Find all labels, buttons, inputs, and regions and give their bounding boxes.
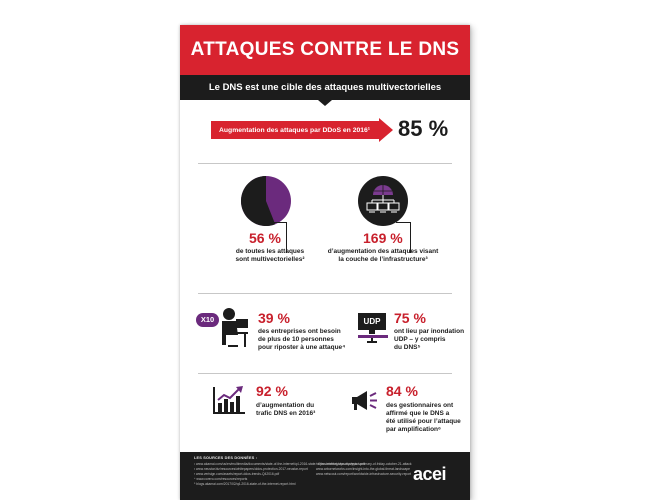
section-divider	[198, 163, 452, 164]
traffic-text-line: d’augmentation du	[256, 402, 315, 409]
poster-title: ATTAQUES CONTRE LE DNS	[190, 39, 460, 60]
udp-text-line: du DNS⁵	[394, 344, 421, 351]
udp-network-icon	[358, 330, 388, 343]
amplification-text-line: été utilisé pour l’attaque	[386, 418, 461, 425]
ddos-value: 85 %	[398, 116, 449, 141]
amplification-value: 84 %	[386, 383, 418, 399]
rising-chart-icon	[213, 386, 245, 414]
multivector-text: de toutes les attaques sont multivectori…	[218, 248, 322, 264]
infra-text-line: la couche de l’infrastructure³	[338, 256, 428, 263]
amplification-text-line: par amplification⁶	[386, 426, 442, 433]
acei-logo: acei	[413, 464, 447, 485]
connector-line	[396, 222, 411, 253]
network-globe-icon	[358, 176, 408, 226]
connector-line	[272, 222, 287, 253]
multivector-text-line: de toutes les attaques	[235, 248, 305, 255]
source-note: www.netscout.com/report/worldwide-infras…	[316, 472, 412, 476]
infra-value: 169 %	[363, 230, 403, 246]
amplification-text-line: des gestionnaires ont	[386, 402, 454, 409]
logo-text: acei	[413, 464, 447, 484]
traffic-text: d’augmentation du trafic DNS en 2016³	[256, 402, 346, 418]
infra-text-line: d’augmentation des attaques visant	[327, 248, 439, 255]
udp-text: ont lieu par inondation UDP – y compris …	[394, 328, 470, 352]
source-note: ³ www.verisign.com/assets/report-ddos-tr…	[194, 472, 280, 476]
sources-footer: LES SOURCES DES DONNÉES : ¹ www.akamai.c…	[180, 452, 470, 500]
poster-subtitle: Le DNS est une cible des attaques multiv…	[208, 82, 442, 93]
pie-multivector-slice	[240, 176, 276, 226]
people-text-line: pour riposter à une attaque⁴	[258, 344, 346, 351]
udp-badge: UDP	[358, 313, 386, 330]
udp-text-line: UDP – y compris	[394, 336, 446, 343]
source-note: ⁵ blogs.akamai.com/2017/02/q4-2016-state…	[194, 482, 296, 486]
traffic-text-line: trafic DNS en 2016³	[256, 410, 316, 417]
amplification-text: des gestionnaires ont affirmé que le DNS…	[386, 402, 468, 434]
desk-worker-icon	[222, 308, 248, 347]
pie-chart-icon	[240, 176, 291, 226]
multivector-value: 56 %	[249, 230, 281, 246]
title-banner: ATTAQUES CONTRE LE DNS	[180, 25, 470, 75]
source-note: www.arbornetworks.com/insight-into-the-g…	[316, 467, 411, 471]
sources-heading: LES SOURCES DES DONNÉES :	[194, 456, 258, 460]
people-value: 39 %	[258, 310, 290, 326]
amplification-text-line: affirmé que le DNS a	[386, 410, 450, 417]
source-note: ⁶ dyn.com/blog/dyn-analysis-summary-of-f…	[316, 462, 412, 466]
multivector-text-line: sont multivectorielles²	[235, 256, 305, 263]
infographic-poster: ATTAQUES CONTRE LE DNS Le DNS est une ci…	[180, 25, 470, 500]
people-text-line: de plus de 10 personnes	[258, 336, 334, 343]
source-note: ² www.neustar.biz/resources/whitepapers/…	[194, 467, 308, 471]
ddos-label: Augmentation des attaques par DDoS en 20…	[219, 126, 371, 134]
infra-text: d’augmentation des attaques visant la co…	[318, 248, 448, 264]
section-divider	[198, 373, 452, 374]
traffic-value: 92 %	[256, 383, 288, 399]
udp-text-line: ont lieu par inondation	[394, 328, 465, 335]
x10-badge: X10	[196, 313, 219, 327]
udp-value: 75 %	[394, 310, 426, 326]
source-note: ¹ www.akamai.com/us/en/multimedia/docume…	[194, 462, 365, 466]
people-text: des entreprises ont besoin de plus de 10…	[258, 328, 358, 352]
subtitle-banner: Le DNS est une cible des attaques multiv…	[180, 75, 470, 100]
section-divider	[198, 293, 452, 294]
subtitle-pointer	[318, 100, 332, 106]
ddos-arrow-head	[379, 118, 393, 142]
ddos-arrow: Augmentation des attaques par DDoS en 20…	[211, 121, 379, 139]
people-text-line: des entreprises ont besoin	[258, 328, 341, 335]
megaphone-icon	[352, 391, 377, 410]
source-note: ⁴ www.corero.com/resources/reports	[194, 477, 248, 481]
